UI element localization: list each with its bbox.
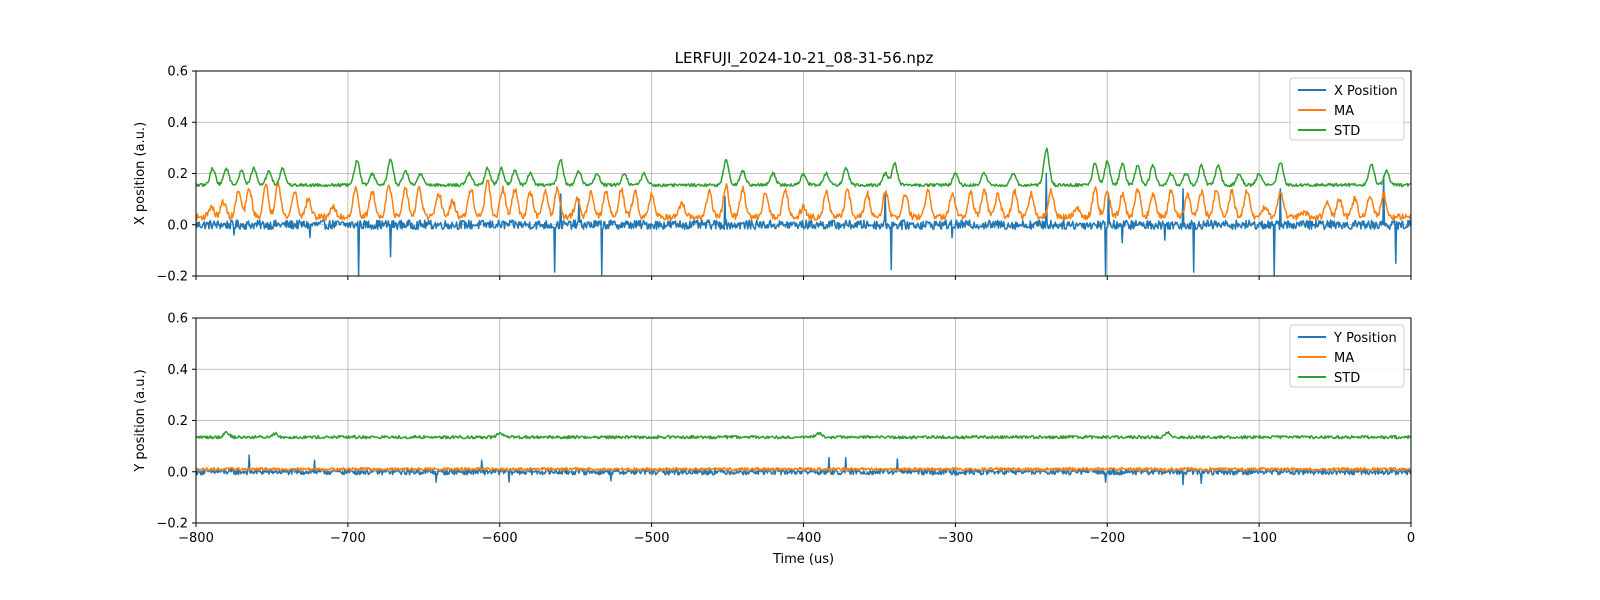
series-line-std (196, 147, 1411, 188)
legend-label: MA (1334, 351, 1354, 366)
y-position-panel: −800 −700 −600 −500 −400 −300 −200 −100 0 −0.2 0.0… (133, 312, 1415, 568)
x-tick-label: −700 (330, 531, 366, 546)
legend-label: Y Position (1333, 331, 1397, 346)
legend-label: STD (1334, 124, 1360, 139)
legend-box (1289, 77, 1405, 141)
x-tick-label: −200 (1089, 531, 1125, 546)
series-line-ma (196, 179, 1411, 221)
chart-title: LERFUJI_2024-10-21_08-31-56.npz (675, 49, 934, 68)
legend-label: STD (1334, 371, 1360, 386)
y-tick-label: 0.4 (167, 116, 188, 131)
x-tick-label: 0 (1407, 531, 1415, 546)
legend-label: X Position (1334, 84, 1398, 99)
y-tick-label: 0.0 (167, 465, 188, 480)
x-tick-label: −800 (178, 531, 214, 546)
legend-label: MA (1334, 104, 1354, 119)
x-tick-label: −400 (786, 531, 822, 546)
x-axis-label: Time (us) (772, 552, 834, 567)
y-tick-label: 0.0 (167, 218, 188, 233)
series-line-std (196, 430, 1411, 440)
y-tick-label: 0.6 (167, 312, 188, 327)
y-tick-label: −0.2 (156, 270, 188, 285)
y-tick-label: −0.2 (156, 517, 188, 532)
y-axis-label: Y position (a.u.) (133, 369, 148, 472)
y-tick-label: 0.4 (167, 363, 188, 378)
x-tick-label: −600 (482, 531, 518, 546)
y-axis-label: X position (a.u.) (133, 122, 148, 225)
series-line-x-position (196, 172, 1411, 276)
x-tick-label: −300 (938, 531, 974, 546)
x-tick-label: −100 (1241, 531, 1277, 546)
x-position-panel: −0.2 0.0 0.2 0.4 0.6 X position (a.u.) X Posit… (133, 65, 1412, 285)
y-tick-label: 0.2 (167, 414, 188, 429)
legend-box (1289, 324, 1405, 388)
y-tick-label: 0.2 (167, 167, 188, 182)
series-line-ma (196, 466, 1411, 472)
x-tick-label: −500 (634, 531, 670, 546)
y-tick-label: 0.6 (167, 65, 188, 80)
